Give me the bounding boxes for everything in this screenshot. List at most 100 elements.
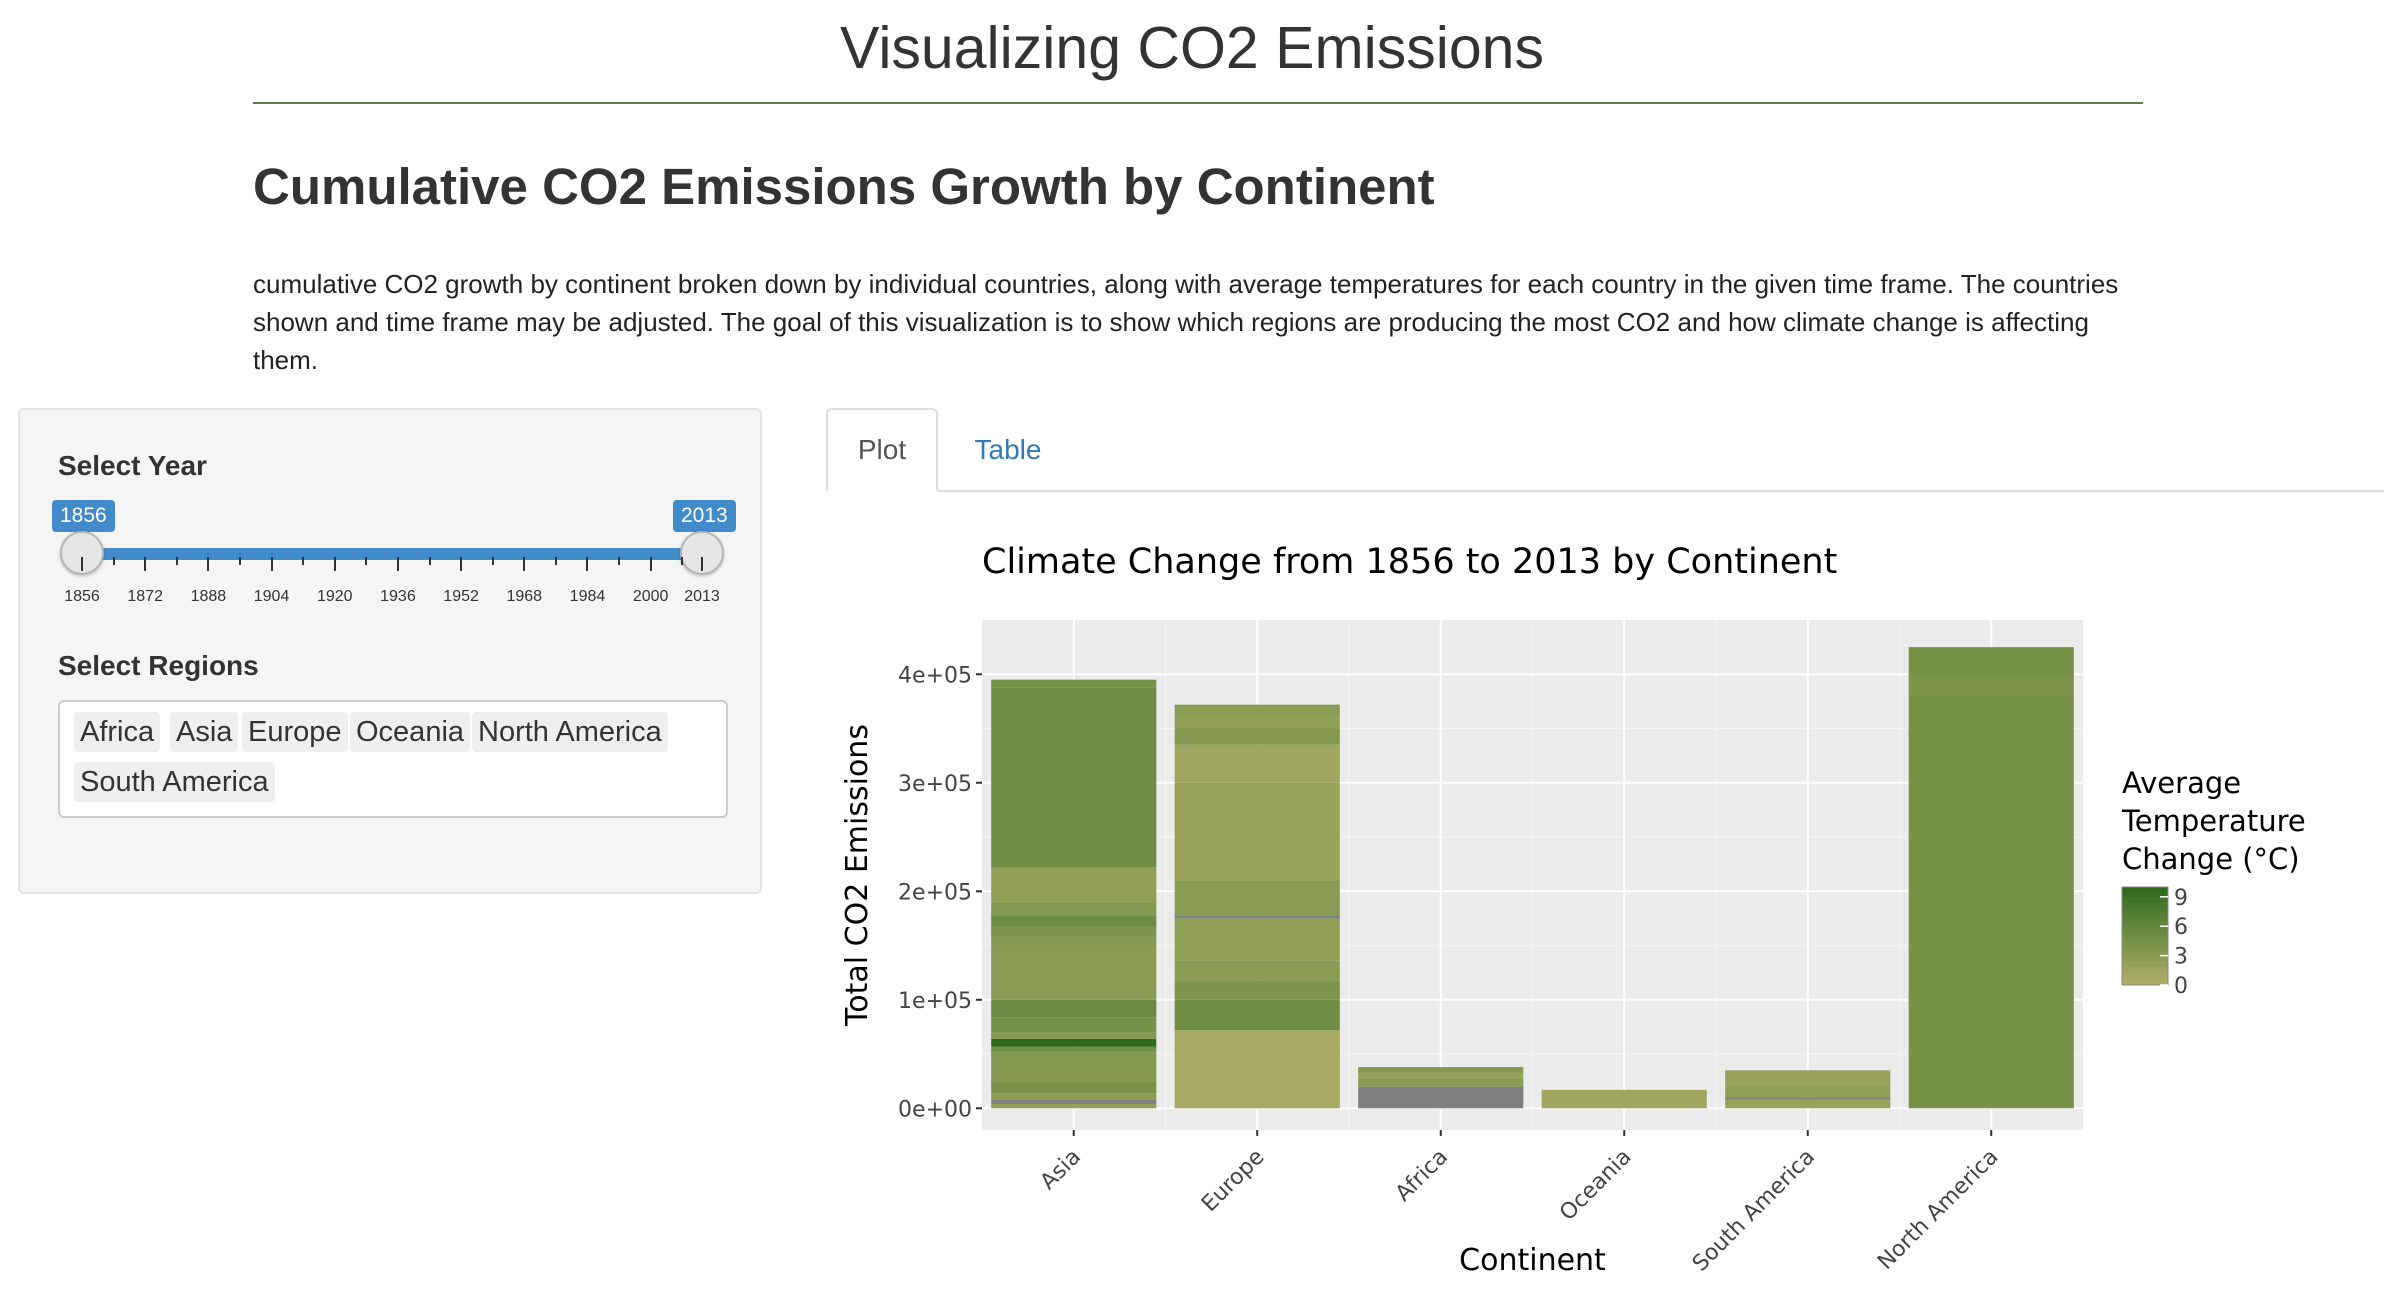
slider-tick-label: 2013 [684,588,720,605]
region-chip-oceania[interactable]: Oceania [350,712,471,752]
bar-segment-europe [1174,999,1340,1031]
slider-tick-label: 1952 [443,588,479,605]
bar-segment-asia [991,999,1157,1018]
bar-segment-europe [1174,960,1340,981]
bar-segment-europe [1174,704,1340,716]
bar-segment-asia [991,1099,1157,1104]
x-tick-label: Asia [1036,1145,1086,1195]
year-label: Select Year [58,450,207,481]
bar-segment-south-america [1725,1099,1891,1109]
legend-colorbar-step [2122,896,2168,903]
legend-colorbar-step [2122,931,2168,937]
bar-segment-asia [991,1038,1157,1047]
bar-segment-asia [991,1103,1157,1109]
legend-colorbar-step [2122,887,2168,893]
regions-label: Select Regions [58,650,259,681]
tabs-divider [826,490,2384,492]
sidebar-panel: Select Year 1856 2013 1856 1872 1888 1904 19… [18,408,762,894]
bar-segment-north-america [1908,647,2074,678]
section-description: cumulative CO2 growth by continent broke… [253,269,2119,375]
bar-segment-europe [1174,880,1340,916]
slider-major-tick [207,557,210,571]
slider-major-tick [460,557,463,571]
bar-segment-europe [1174,980,1340,1000]
slider-tick-label: 1984 [569,588,606,605]
region-chip-europe[interactable]: Europe [242,712,348,752]
bar-segment-south-america [1725,1084,1891,1098]
bar-segment-asia [991,915,1157,926]
legend-colorbar-step [2122,916,2168,922]
bar-segment-asia [991,1081,1157,1094]
slider-tick-label: 1920 [316,588,353,605]
regions-select[interactable]: Africa Asia Europe Oceania North America… [58,700,728,818]
region-chip-asia[interactable]: Asia [170,712,239,752]
slider-max-bubble: 2013 [673,500,736,532]
legend-tick-label: 9 [2174,886,2188,911]
bar-segment-asia [991,1093,1157,1100]
tab-table[interactable]: Table [974,434,1042,465]
y-tick-label: 3e+05 [898,772,972,797]
x-tick-label: Africa [1391,1145,1453,1207]
y-tick-label: 1e+05 [898,989,972,1014]
bar-segment-europe [1174,728,1340,745]
slider-tick-label: 1936 [380,588,416,605]
bar-segment-europe [1174,715,1340,729]
bar-segment-africa [1358,1086,1524,1109]
x-tick-label: Europe [1197,1145,1269,1217]
legend-colorbar-step [2122,955,2168,961]
x-tick-label: North America [1873,1145,2003,1275]
bar-segment-asia [991,1032,1157,1039]
slider-major-tick [81,557,83,571]
slider-minor-tick [365,557,368,565]
bar-segment-asia [991,945,1157,1000]
tab-plot[interactable]: Plot [826,408,938,492]
bar-segment-north-america [1908,695,2074,1109]
slider-major-tick [396,557,399,571]
slider-minor-tick [112,557,115,565]
legend-tick-label: 3 [2174,945,2188,970]
bar-segment-asia [991,687,1157,868]
chart-title: Climate Change from 1856 to 2013 by Cont… [982,542,1837,582]
bar-segment-europe [1174,1030,1340,1109]
region-chip-north-america[interactable]: North America [472,712,668,752]
slider-major-tick [586,557,589,571]
slider-tick-label: 2000 [632,588,669,605]
x-axis-label: Continent [1459,1243,1606,1278]
slider-minor-tick [428,557,431,565]
bar-segment-asia [991,936,1157,946]
bar-segment-europe [1174,744,1340,783]
region-chip-south-america[interactable]: South America [74,762,275,802]
slider-max-handle[interactable] [680,531,724,575]
slider-minor-tick [554,557,557,565]
legend-colorbar-step [2122,921,2168,927]
legend-colorbar-step [2122,975,2168,981]
slider-tick-label: 1856 [64,588,100,605]
legend-title-line: Average [2122,766,2241,800]
slider-major-tick [270,557,273,571]
slider-tick-label: 1888 [190,588,227,605]
slider-minor-tick [681,557,684,565]
bar-segment-asia [991,1051,1157,1082]
legend-colorbar-step [2122,936,2168,942]
bar-segment-europe [1174,782,1340,881]
slider-track[interactable] [82,548,702,560]
legend-colorbar-step [2122,891,2168,898]
legend-colorbar-step [2122,940,2168,947]
legend-colorbar-step [2122,906,2168,912]
slider-minor-tick [175,557,178,565]
region-chip-africa[interactable]: Africa [74,712,161,752]
legend-colorbar-step [2122,960,2168,966]
legend-colorbar-step [2122,926,2168,932]
y-axis-label: Total CO2 Emissions [840,724,875,1027]
bar-segment-asia [991,867,1157,903]
slider-tick-label: 1872 [127,588,163,605]
bar-segment-asia [991,926,1157,937]
bar-segment-africa [1358,1077,1524,1087]
legend-colorbar-step [2122,970,2168,976]
slider-minor-tick [618,557,621,565]
bar-segment-europe [1174,918,1340,961]
slider-tick-label: 1904 [253,588,290,605]
x-tick-label: Oceania [1555,1145,1636,1226]
legend-tick-label: 6 [2174,915,2188,940]
bar-segment-africa [1358,1072,1524,1078]
